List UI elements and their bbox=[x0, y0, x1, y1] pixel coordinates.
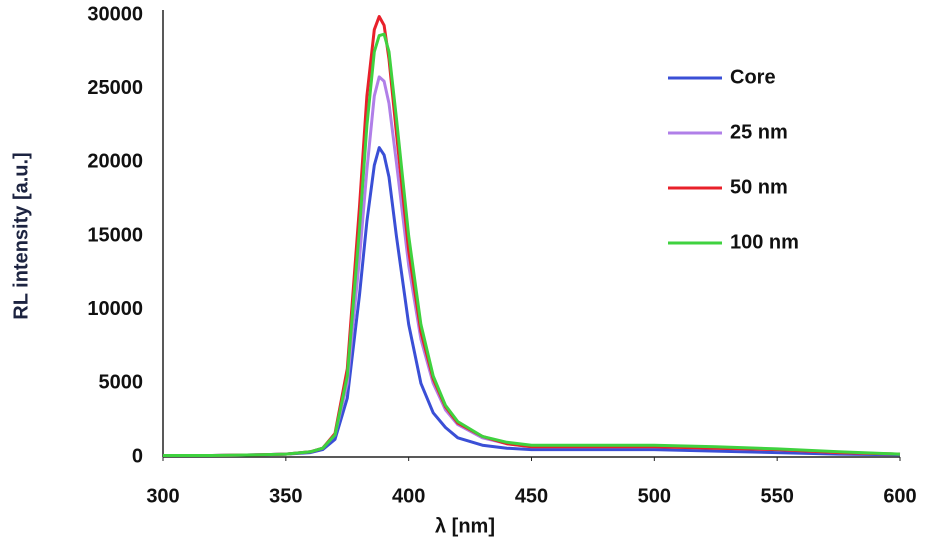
y-tick-label: 10000 bbox=[87, 298, 143, 320]
x-tick-label: 350 bbox=[269, 485, 302, 507]
legend-label: Core bbox=[730, 66, 776, 88]
x-tick-label: 500 bbox=[638, 485, 671, 507]
y-tick-label: 30000 bbox=[87, 3, 143, 25]
y-tick-label: 0 bbox=[132, 445, 143, 467]
y-tick-label: 25000 bbox=[87, 77, 143, 99]
series-line bbox=[163, 146, 901, 457]
x-tick-label: 450 bbox=[515, 485, 548, 507]
y-tick-label: 15000 bbox=[87, 224, 143, 246]
legend-label: 50 nm bbox=[730, 176, 788, 198]
series-line bbox=[163, 32, 901, 457]
legend-label: 25 nm bbox=[730, 121, 788, 143]
x-tick-label: 600 bbox=[883, 485, 916, 507]
x-axis-label: λ [nm] bbox=[435, 515, 495, 537]
x-tick-label: 400 bbox=[392, 485, 425, 507]
y-tick-label: 20000 bbox=[87, 151, 143, 173]
series-line bbox=[163, 75, 901, 457]
x-tick-label: 300 bbox=[146, 485, 179, 507]
y-axis-label: RL intensity [a.u.] bbox=[10, 152, 32, 319]
legend-label: 100 nm bbox=[730, 231, 799, 253]
y-tick-label: 5000 bbox=[99, 372, 144, 394]
x-tick-label: 550 bbox=[760, 485, 793, 507]
